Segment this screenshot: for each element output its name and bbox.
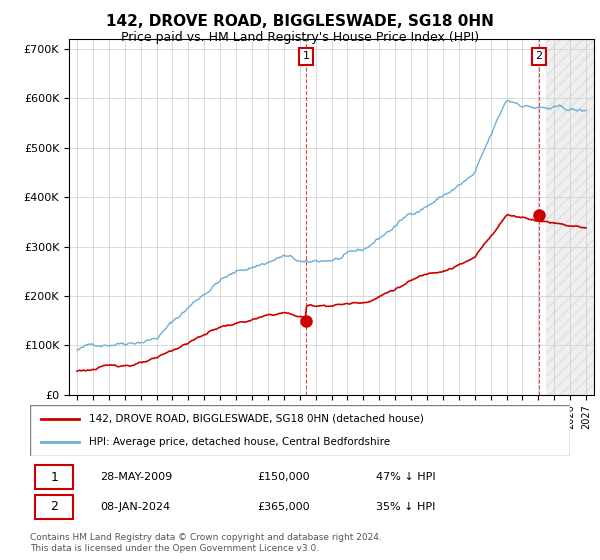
Text: 1: 1: [50, 471, 58, 484]
FancyBboxPatch shape: [35, 465, 73, 489]
Text: 28-MAY-2009: 28-MAY-2009: [100, 472, 172, 482]
Text: 35% ↓ HPI: 35% ↓ HPI: [376, 502, 435, 512]
Text: 1: 1: [302, 52, 310, 62]
FancyBboxPatch shape: [35, 494, 73, 519]
Text: 08-JAN-2024: 08-JAN-2024: [100, 502, 170, 512]
Text: 2: 2: [536, 52, 542, 62]
Text: Contains HM Land Registry data © Crown copyright and database right 2024.
This d: Contains HM Land Registry data © Crown c…: [30, 533, 382, 553]
Text: HPI: Average price, detached house, Central Bedfordshire: HPI: Average price, detached house, Cent…: [89, 437, 391, 447]
Text: 142, DROVE ROAD, BIGGLESWADE, SG18 0HN (detached house): 142, DROVE ROAD, BIGGLESWADE, SG18 0HN (…: [89, 414, 424, 424]
Text: £150,000: £150,000: [257, 472, 310, 482]
Bar: [546, 39, 594, 395]
FancyBboxPatch shape: [30, 405, 570, 456]
Text: £365,000: £365,000: [257, 502, 310, 512]
Text: 47% ↓ HPI: 47% ↓ HPI: [376, 472, 435, 482]
Text: 142, DROVE ROAD, BIGGLESWADE, SG18 0HN: 142, DROVE ROAD, BIGGLESWADE, SG18 0HN: [106, 14, 494, 29]
Text: 2: 2: [50, 500, 58, 513]
Text: Price paid vs. HM Land Registry's House Price Index (HPI): Price paid vs. HM Land Registry's House …: [121, 31, 479, 44]
